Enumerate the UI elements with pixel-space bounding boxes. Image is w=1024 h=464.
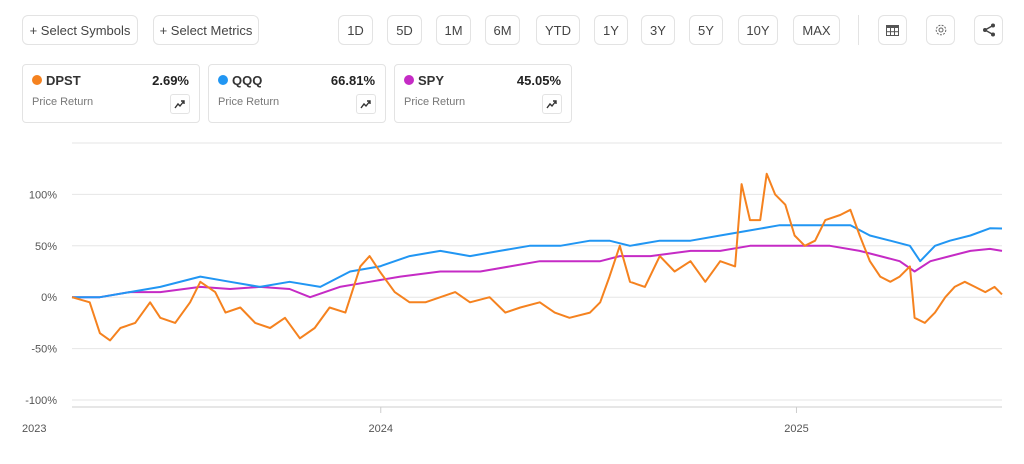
- trend-chart-icon[interactable]: [356, 94, 376, 114]
- select-metrics-button[interactable]: + Select Metrics: [153, 15, 259, 45]
- range-button-1y[interactable]: 1Y: [594, 15, 628, 45]
- x-tick-label: 2023: [22, 423, 46, 435]
- select-symbols-button[interactable]: + Select Symbols: [22, 15, 138, 45]
- range-button-1m[interactable]: 1M: [436, 15, 471, 45]
- range-button-3y[interactable]: 3Y: [641, 15, 675, 45]
- y-tick-label: -100%: [25, 395, 57, 407]
- range-button-5d[interactable]: 5D: [387, 15, 422, 45]
- symbol-card-spy[interactable]: SPY 45.05% Price Return: [394, 64, 572, 123]
- series-line-dpst: [71, 172, 1003, 342]
- share-icon[interactable]: [974, 15, 1003, 45]
- return-value: 45.05%: [516, 73, 561, 88]
- return-value: 66.81%: [330, 73, 375, 88]
- symbol-name: DPST: [46, 73, 81, 88]
- range-button-10y[interactable]: 10Y: [738, 15, 778, 45]
- series-color-dot: [218, 75, 228, 85]
- series-line-qqq: [72, 224, 1003, 299]
- metric-label: Price Return: [404, 96, 466, 108]
- trend-chart-icon[interactable]: [170, 94, 190, 114]
- symbol-name: QQQ: [232, 73, 263, 88]
- gear-icon[interactable]: [926, 15, 955, 45]
- y-tick-label: -50%: [31, 344, 57, 356]
- x-tick-label: 2024: [369, 423, 393, 435]
- range-button-5y[interactable]: 5Y: [689, 15, 723, 45]
- trend-chart-icon[interactable]: [542, 94, 562, 114]
- table-icon[interactable]: [878, 15, 907, 45]
- x-tick-label: 2025: [784, 423, 808, 435]
- y-tick-label: 0%: [41, 292, 57, 304]
- return-value: 2.69%: [152, 73, 189, 88]
- series-color-dot: [32, 75, 42, 85]
- symbol-card-qqq[interactable]: QQQ 66.81% Price Return: [208, 64, 386, 123]
- series-color-dot: [404, 75, 414, 85]
- range-button-1d[interactable]: 1D: [338, 15, 373, 45]
- toolbar-divider: [858, 15, 859, 45]
- y-tick-label: 100%: [29, 189, 57, 201]
- symbol-card-dpst[interactable]: DPST 2.69% Price Return: [22, 64, 200, 123]
- metric-label: Price Return: [32, 96, 94, 108]
- range-button-max[interactable]: MAX: [793, 15, 840, 45]
- range-button-6m[interactable]: 6M: [485, 15, 520, 45]
- y-tick-label: 50%: [35, 241, 57, 253]
- symbol-name: SPY: [418, 73, 445, 88]
- series-line-spy: [72, 244, 1003, 299]
- metric-label: Price Return: [218, 96, 280, 108]
- range-button-ytd[interactable]: YTD: [536, 15, 580, 45]
